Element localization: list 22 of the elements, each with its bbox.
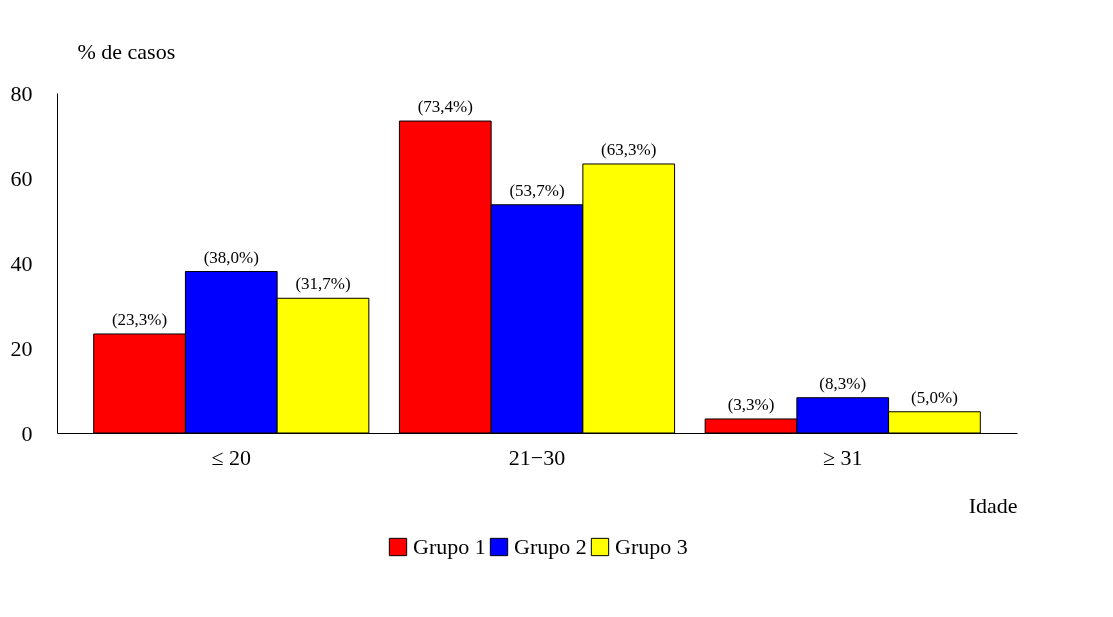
y-tick-label: 60 bbox=[10, 165, 33, 191]
data-label: (23,3%) bbox=[111, 309, 168, 329]
x-tick-label: ≥ 31 bbox=[822, 444, 863, 470]
data-label: (3,3%) bbox=[727, 394, 775, 414]
y-tick-label: 20 bbox=[10, 335, 33, 361]
data-label: (5,0%) bbox=[911, 387, 958, 407]
x-tick-label: ≤ 20 bbox=[211, 444, 252, 470]
data-label: (31,7%) bbox=[295, 274, 351, 294]
legend-label: Grupo 3 bbox=[615, 534, 688, 559]
data-label: (63,3%) bbox=[601, 139, 657, 159]
data-label: (38,0%) bbox=[203, 247, 259, 267]
x-axis-title: Idade bbox=[968, 492, 1018, 518]
legend-label: Grupo 2 bbox=[514, 534, 587, 559]
y-tick-label: 0 bbox=[21, 420, 33, 446]
legend-label: Grupo 1 bbox=[413, 534, 486, 559]
data-label: (53,7%) bbox=[509, 180, 565, 200]
y-tick-label: 80 bbox=[10, 80, 33, 106]
data-label: (8,3%) bbox=[819, 373, 867, 393]
y-tick-label: 40 bbox=[10, 250, 33, 276]
data-label: (73,4%) bbox=[417, 97, 473, 117]
y-axis-title: % de casos bbox=[77, 38, 176, 64]
x-tick-label: 21−30 bbox=[508, 444, 566, 470]
